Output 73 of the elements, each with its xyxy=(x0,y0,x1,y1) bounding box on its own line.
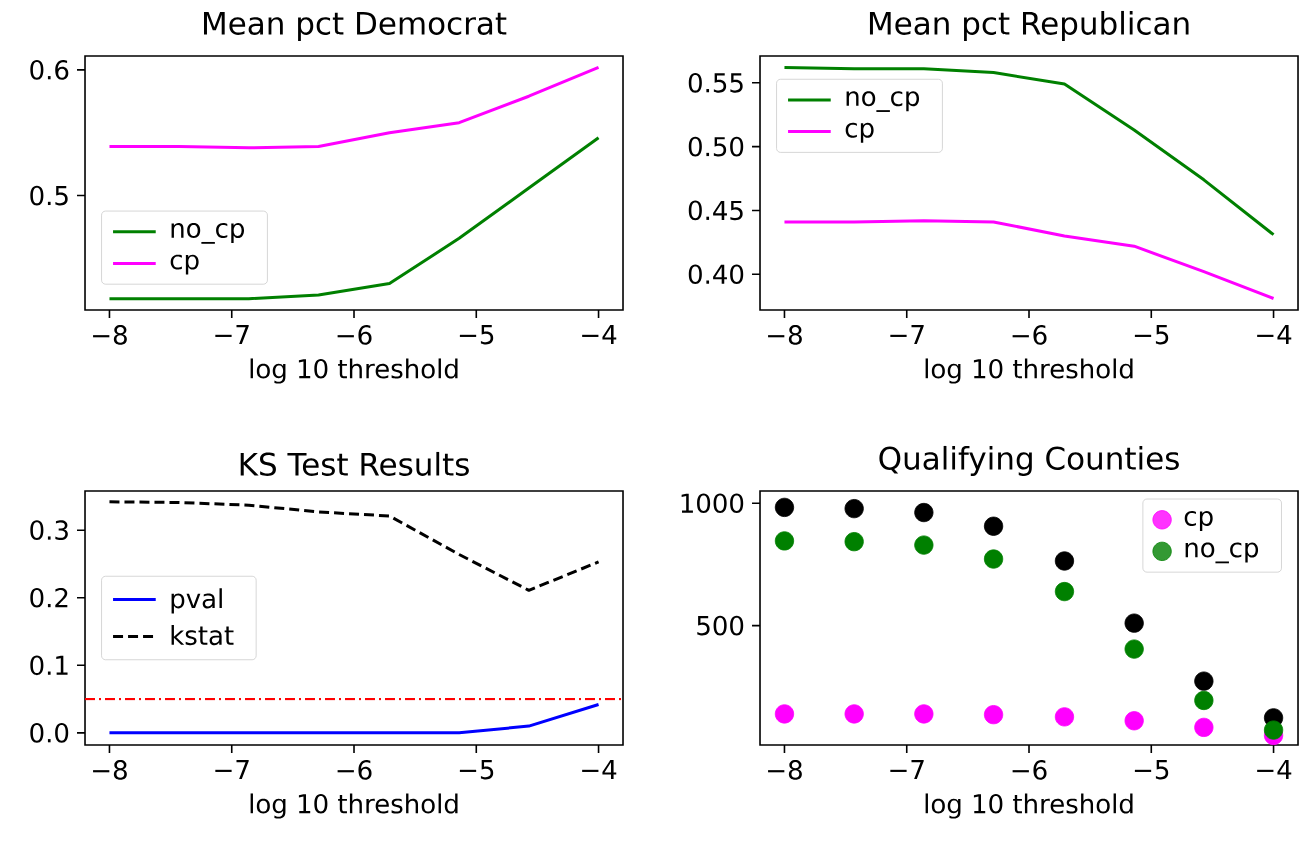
x-tick-label: −5 xyxy=(459,325,494,345)
y-tick-label: 0.2 xyxy=(30,587,68,608)
point xyxy=(914,535,934,555)
point xyxy=(1124,639,1144,659)
x-tick-label: −7 xyxy=(215,325,249,345)
y-tick-label: 0.40 xyxy=(688,264,744,285)
y-tick-label: 0.55 xyxy=(688,72,743,93)
point xyxy=(844,704,864,724)
y-tick-label: 0.45 xyxy=(688,200,743,221)
x-tick-label: −6 xyxy=(1012,325,1047,345)
y-tick-label: 0.5 xyxy=(30,185,68,206)
x-tick-label: −8 xyxy=(93,325,127,345)
x-axis-title: log 10 threshold xyxy=(250,358,458,384)
line-series xyxy=(107,65,601,150)
legend-label: cp xyxy=(845,122,874,143)
point xyxy=(774,531,795,551)
point xyxy=(1054,707,1075,727)
legend-label: kstat xyxy=(171,624,234,646)
x-tick-label: −5 xyxy=(1134,325,1169,345)
chart-title: Mean pct Democrat xyxy=(204,11,507,41)
legend-label: no_cp xyxy=(171,223,245,244)
x-tick-label: −5 xyxy=(459,760,494,780)
y-tick-label: 0.0 xyxy=(30,723,69,743)
point xyxy=(1054,551,1075,571)
x-tick-label: −4 xyxy=(582,325,617,345)
legend-label: no_cp xyxy=(1185,542,1259,564)
x-axis-title: log 10 threshold xyxy=(925,358,1133,384)
x-tick-label: −7 xyxy=(215,760,249,780)
y-tick-label: 0.3 xyxy=(30,520,68,541)
chart-title: Mean pct Republican xyxy=(869,10,1189,41)
point xyxy=(774,497,795,517)
point xyxy=(1194,671,1214,691)
legend-label: cp xyxy=(1184,511,1213,531)
x-tick-label: −7 xyxy=(890,325,924,345)
point xyxy=(914,704,934,724)
x-tick-label: −8 xyxy=(93,760,127,780)
point xyxy=(983,705,1004,725)
point xyxy=(844,532,864,552)
legend-label: pval xyxy=(171,588,222,614)
x-axis-title: log 10 threshold xyxy=(925,793,1133,819)
x-tick-label: −6 xyxy=(337,325,372,345)
y-tick-label: 1000 xyxy=(681,493,744,514)
x-tick-label: −8 xyxy=(768,760,802,780)
point xyxy=(914,502,934,523)
point xyxy=(983,516,1004,536)
point xyxy=(1054,581,1075,602)
line-series xyxy=(782,65,1276,237)
x-tick-label: −7 xyxy=(890,760,924,780)
legend-label: no_cp xyxy=(846,91,920,112)
chart-title: Qualifying Counties xyxy=(879,445,1179,476)
chart-title: KS Test Results xyxy=(240,451,469,476)
x-tick-label: −6 xyxy=(1012,760,1047,780)
point xyxy=(1263,720,1284,740)
x-axis-title: log 10 threshold xyxy=(250,793,458,819)
y-tick-label: 500 xyxy=(697,615,744,636)
legend-label: cp xyxy=(170,254,199,275)
x-tick-label: −8 xyxy=(768,325,802,345)
x-tick-label: −4 xyxy=(582,760,617,780)
point xyxy=(1124,711,1144,731)
point xyxy=(983,549,1004,569)
y-tick-label: 0.50 xyxy=(688,136,744,157)
y-tick-label: 0.1 xyxy=(30,655,68,676)
point xyxy=(1194,717,1214,737)
line-series xyxy=(782,219,1276,301)
y-tick-label: 0.6 xyxy=(30,60,69,80)
point xyxy=(1194,690,1214,711)
x-tick-label: −4 xyxy=(1257,325,1292,345)
x-tick-label: −4 xyxy=(1257,760,1292,780)
x-tick-label: −5 xyxy=(1134,760,1169,780)
point xyxy=(1124,613,1144,633)
x-tick-label: −6 xyxy=(337,760,372,780)
point xyxy=(844,499,864,519)
point xyxy=(774,704,795,724)
